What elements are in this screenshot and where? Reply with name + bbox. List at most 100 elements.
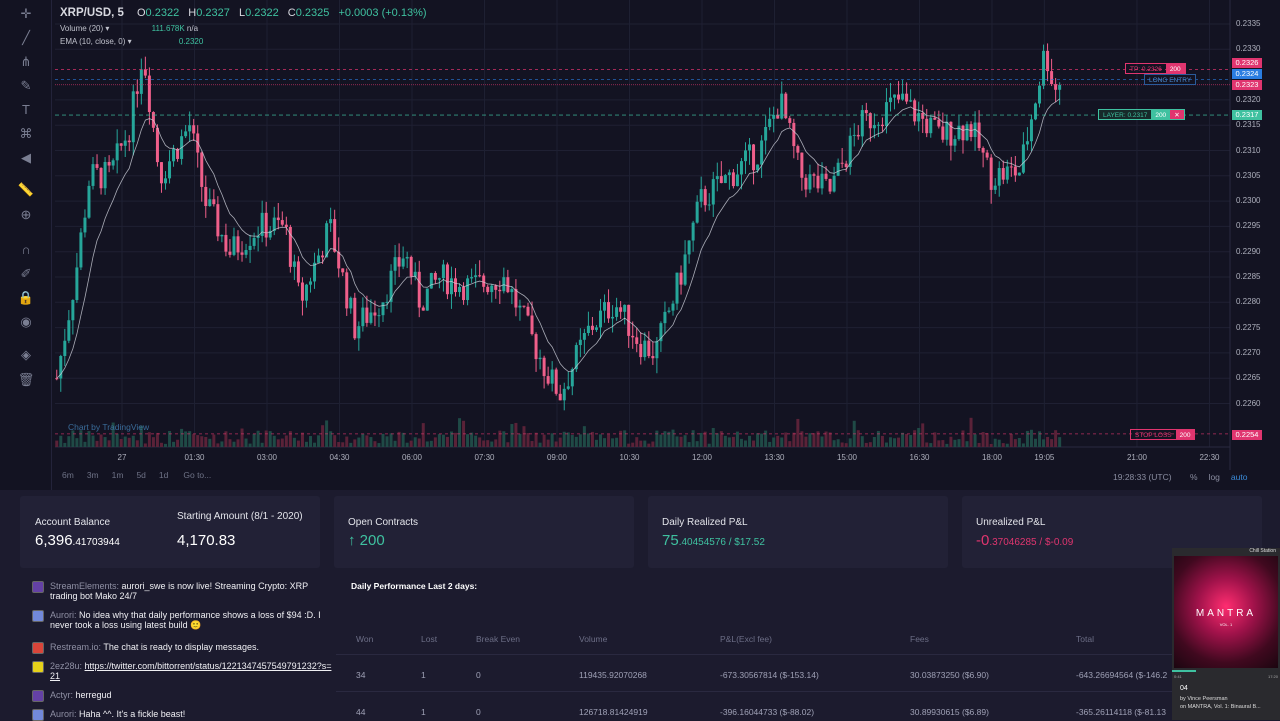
- trend-line-icon[interactable]: ╱: [22, 30, 30, 45]
- candle-body: [75, 267, 79, 301]
- lock-drawing-icon[interactable]: ✐: [20, 266, 32, 281]
- volume-bar: [252, 433, 256, 447]
- ema-indicator[interactable]: EMA (10, close, 0) ▾ 0.2320: [60, 37, 204, 46]
- pattern-icon[interactable]: ⌘: [19, 126, 33, 141]
- price-chart[interactable]: [0, 0, 1280, 470]
- candle-body: [296, 261, 300, 283]
- layer-order-tag[interactable]: LAYER: 0.2317 200 ✕: [1098, 109, 1185, 120]
- column-header[interactable]: Volume: [579, 634, 608, 644]
- candle-body: [703, 189, 707, 206]
- range-6m[interactable]: 6m: [62, 470, 74, 480]
- volume-bar: [276, 439, 280, 447]
- volume-bar: [337, 441, 341, 447]
- volume-bar: [651, 441, 655, 447]
- column-header[interactable]: Total: [1076, 634, 1094, 644]
- volume-bar: [1033, 438, 1037, 447]
- column-header[interactable]: Won: [356, 634, 374, 644]
- back-arrow-icon[interactable]: ◀: [21, 150, 31, 165]
- eye-icon[interactable]: ◉: [20, 314, 32, 329]
- layers-icon[interactable]: ◈: [21, 347, 31, 362]
- ruler-icon[interactable]: 📏: [17, 182, 35, 197]
- volume-bar: [518, 433, 522, 447]
- volume-bar: [792, 432, 796, 447]
- price-tick: 0.2260: [1236, 398, 1261, 408]
- column-header[interactable]: Break Even: [476, 634, 520, 644]
- volume-bar: [840, 442, 844, 447]
- candle-body: [260, 212, 264, 236]
- brush-icon[interactable]: ✎: [20, 78, 32, 93]
- candle-body: [739, 161, 743, 175]
- pitchfork-icon[interactable]: ⋔: [20, 54, 32, 69]
- volume-bar: [671, 429, 675, 447]
- percent-toggle[interactable]: %: [1190, 472, 1198, 482]
- text-icon[interactable]: T: [22, 102, 30, 117]
- volume-bar: [75, 438, 79, 447]
- candle-body: [719, 176, 723, 184]
- range-3m[interactable]: 3m: [86, 470, 99, 480]
- volume-bar: [929, 443, 933, 447]
- long-entry-tag[interactable]: LONG ENTRY: [1144, 74, 1197, 85]
- open-label: O: [136, 7, 146, 19]
- candle-body: [784, 93, 788, 119]
- range-5d[interactable]: 5d: [136, 470, 146, 480]
- candle-body: [276, 217, 280, 221]
- candle-body: [55, 378, 59, 380]
- candle-body: [812, 174, 816, 176]
- volume-bar: [957, 439, 961, 447]
- volume-bar: [260, 442, 264, 447]
- lock-icon[interactable]: 🔒: [17, 290, 35, 305]
- cancel-order-button[interactable]: ✕: [1170, 110, 1184, 119]
- candle-body: [659, 323, 663, 342]
- chat-user: StreamElements:: [50, 581, 120, 591]
- auto-toggle[interactable]: auto: [1230, 472, 1248, 482]
- magnet-icon[interactable]: ∩: [21, 242, 31, 257]
- chat-text: The chat is ready to display messages.: [103, 642, 259, 652]
- range-1d[interactable]: 1d: [158, 470, 169, 480]
- volume-bar: [107, 440, 111, 447]
- candle-body: [155, 127, 159, 163]
- candle-body: [776, 114, 780, 119]
- candle-body: [280, 220, 284, 225]
- starting-amount-label: Starting Amount (8/1 - 2020): [177, 511, 303, 522]
- volume-bar: [534, 432, 538, 447]
- trash-icon[interactable]: 🗑: [17, 372, 35, 387]
- stop-loss-tag[interactable]: STOP LOSS 200: [1130, 429, 1196, 440]
- chat-link[interactable]: https://twitter.com/bittorrent/status/12…: [50, 661, 332, 681]
- candle-body: [546, 376, 550, 384]
- volume-bar: [969, 417, 973, 447]
- volume-bar: [236, 439, 240, 447]
- volume-bar: [59, 435, 63, 447]
- log-toggle[interactable]: log: [1208, 472, 1220, 482]
- crosshair-icon[interactable]: ✛: [20, 6, 32, 21]
- zoom-icon[interactable]: ⊕: [20, 207, 32, 222]
- column-header[interactable]: Lost: [421, 634, 438, 644]
- chat-message: Aurori: Haha ^^. It's a fickle beast!: [32, 709, 332, 721]
- volume-bar: [321, 425, 325, 447]
- candle-body: [236, 236, 240, 253]
- volume-bar: [433, 437, 437, 447]
- goto-button[interactable]: Go to...: [183, 470, 212, 480]
- album-cover: MANTRA VOL. 1: [1174, 556, 1278, 668]
- volume-bar: [756, 433, 760, 447]
- volume-indicator[interactable]: Volume (20) ▾ 111.678K n/a: [60, 24, 199, 33]
- candle-body: [325, 223, 329, 258]
- tradingview-watermark[interactable]: Chart by TradingView: [68, 422, 150, 432]
- candle-body: [941, 126, 945, 140]
- candle-body: [893, 94, 897, 98]
- candle-body: [349, 297, 353, 309]
- volume-bar: [498, 430, 502, 447]
- volume-bar: [228, 439, 232, 447]
- table-cell: 0: [476, 670, 481, 680]
- range-1m[interactable]: 1m: [111, 470, 124, 480]
- column-header[interactable]: Fees: [910, 634, 929, 644]
- volume-bar: [188, 431, 192, 447]
- volume-bar: [67, 436, 71, 447]
- candle-body: [341, 268, 345, 273]
- tp-order-tag[interactable]: TP: 0.2326 200: [1125, 63, 1186, 74]
- clock[interactable]: 19:28:33 (UTC): [1113, 472, 1172, 482]
- candle-body: [353, 297, 357, 339]
- track-progress[interactable]: [1172, 670, 1196, 672]
- symbol-title[interactable]: XRP/USD, 5: [60, 7, 124, 19]
- volume-bar: [554, 441, 558, 447]
- column-header[interactable]: P&L(Excl fee): [720, 634, 772, 644]
